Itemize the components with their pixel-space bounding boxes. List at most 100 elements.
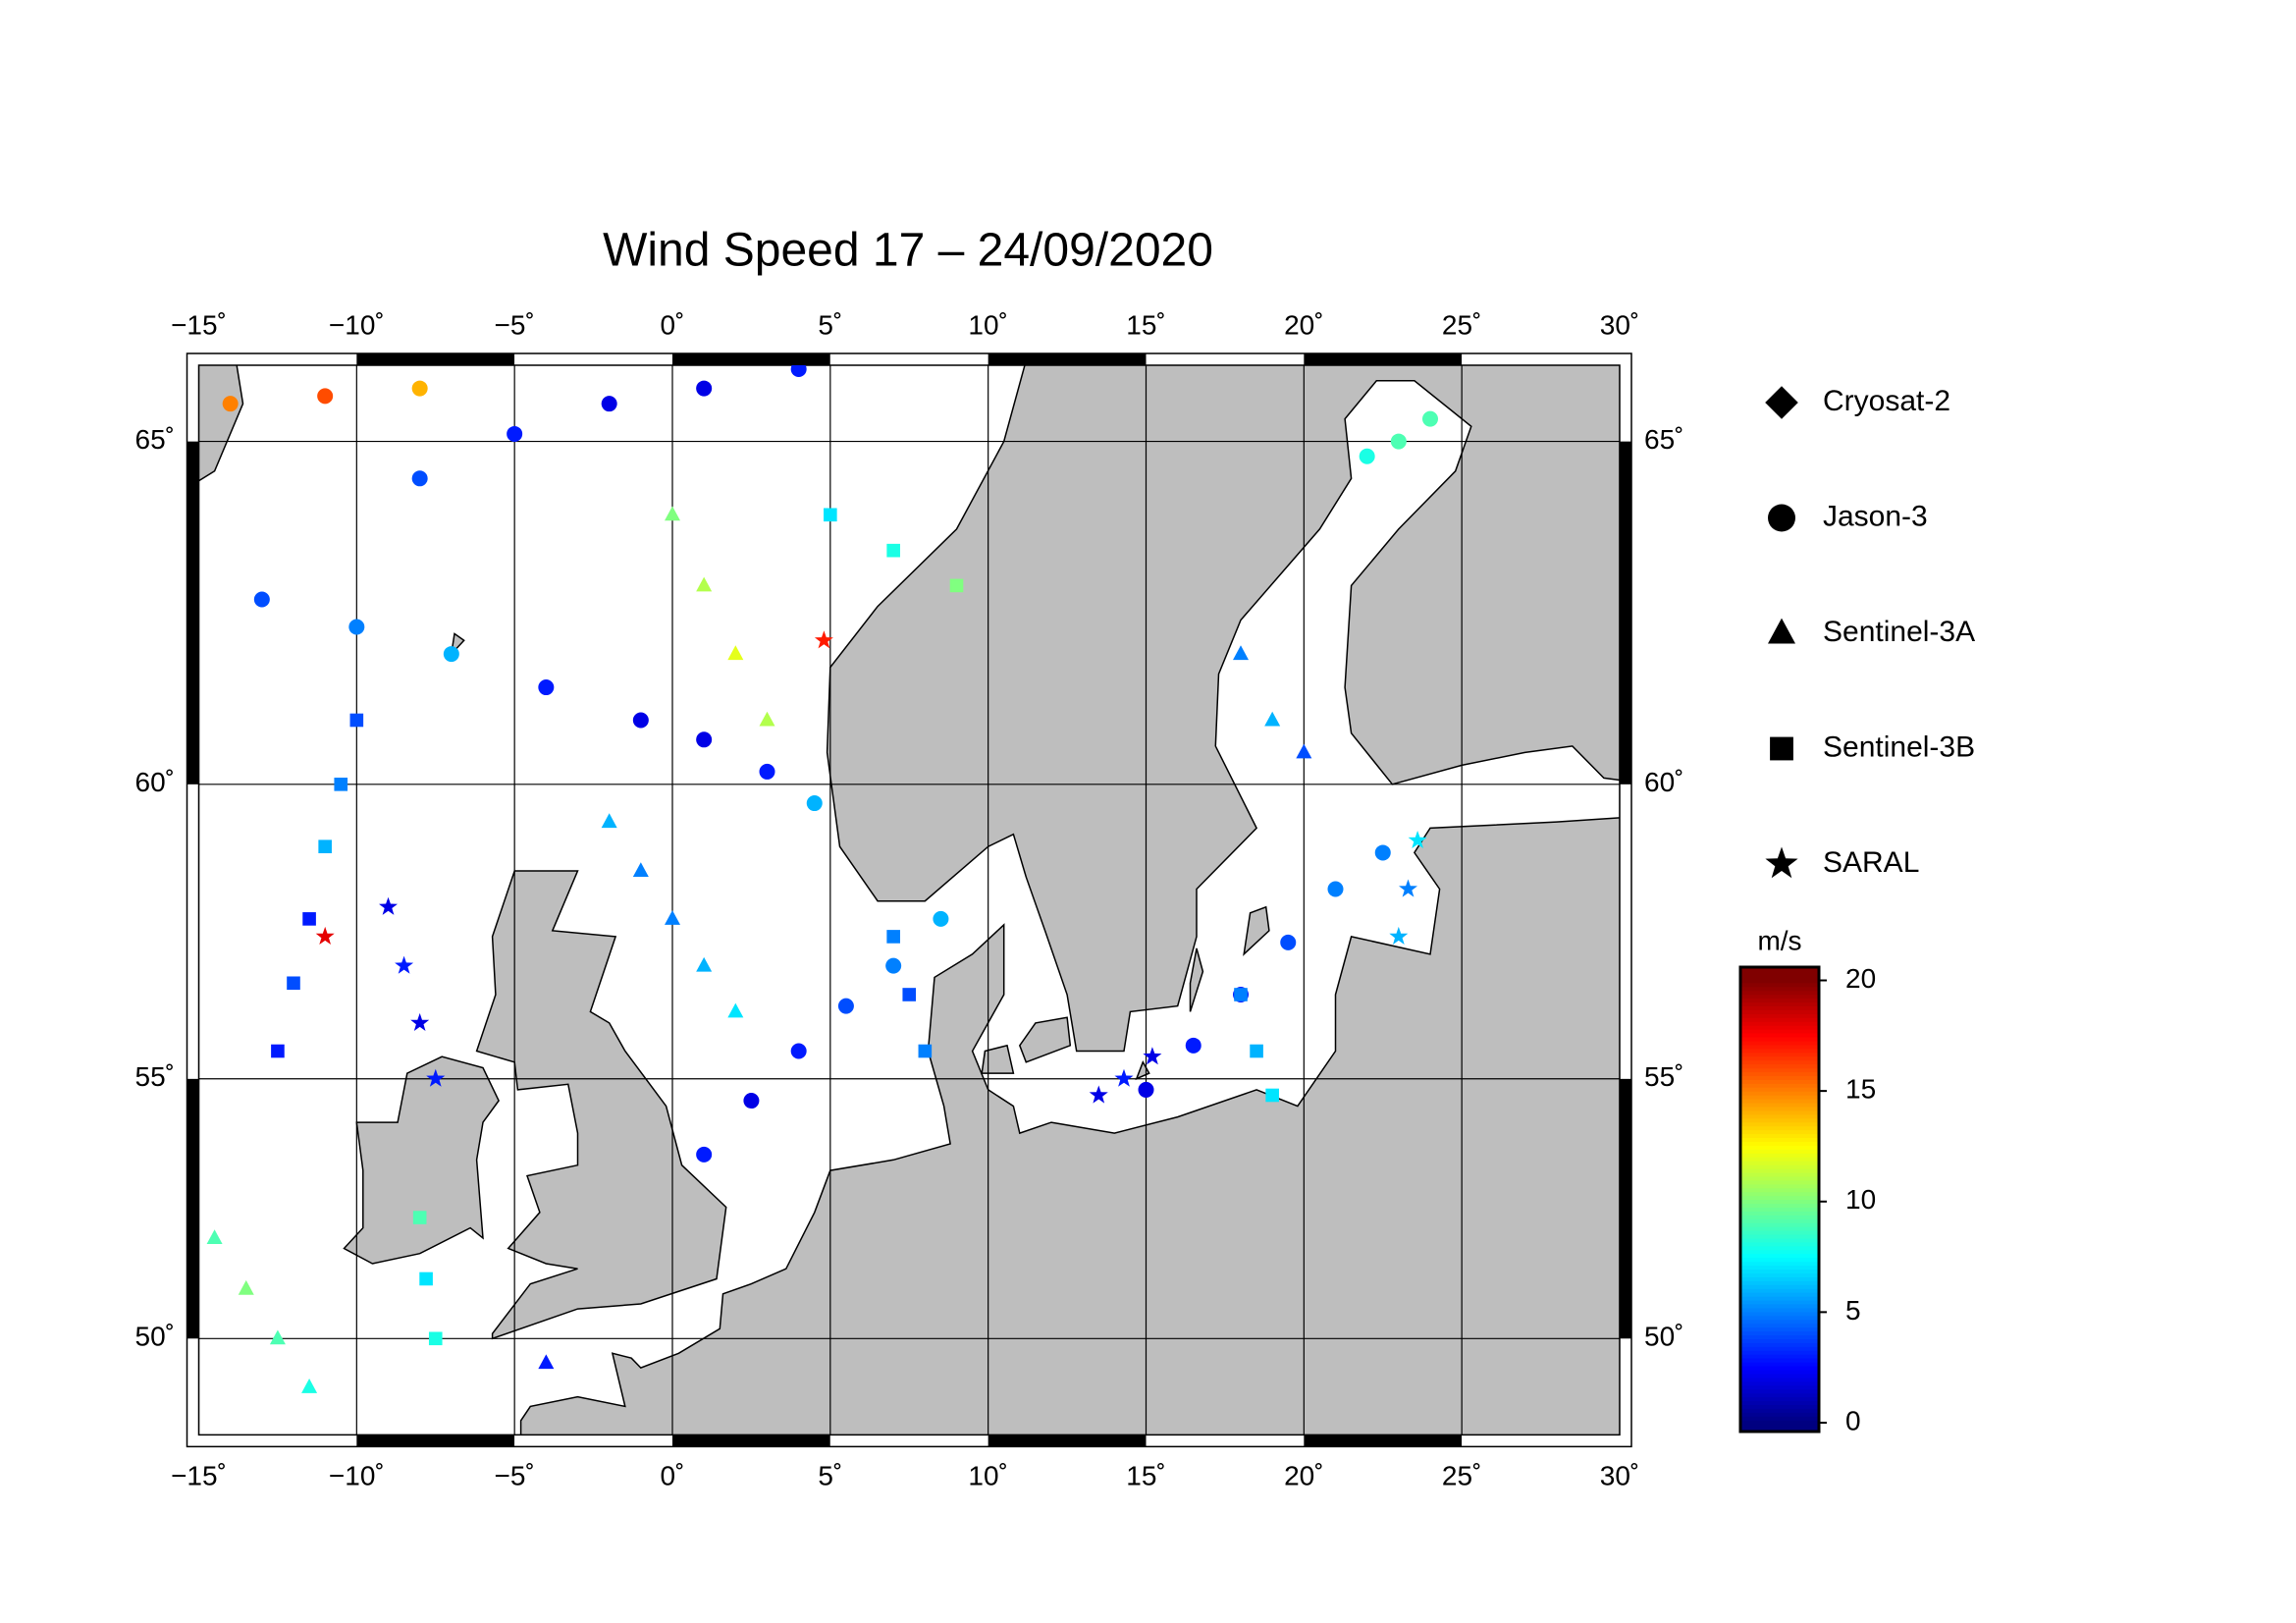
wind-point [206,1229,223,1245]
wind-point [1390,433,1407,450]
wind-point [410,1012,430,1031]
colorbar-step [1740,970,1819,976]
colorbar-step [1740,1323,1819,1328]
colorbar-step [1740,1161,1819,1165]
wind-point [824,508,837,522]
wind-point [1233,645,1249,661]
colorbar-step [1740,1067,1819,1073]
colorbar-step [1740,1063,1819,1069]
frame-bar [198,353,357,365]
colorbar-step [1740,1113,1819,1119]
wind-point [759,711,775,727]
wind-point [348,619,365,635]
colorbar-step [1740,1296,1819,1301]
x-tick-label: 15˚ [1126,309,1165,340]
x-tick-label: 20˚ [1284,309,1323,340]
colorbar-step [1740,1091,1819,1096]
frame-bar [198,1434,357,1447]
colorbar-step [1740,1157,1819,1162]
legend-label: SARAL [1823,846,1919,879]
colorbar-step [1740,1365,1819,1371]
colorbar-step [1740,1215,1819,1219]
frame-bar [1146,1434,1305,1447]
colorbar-step [1740,1171,1819,1177]
colorbar-step [1740,1129,1819,1135]
colorbar-step [1740,1079,1819,1084]
frame-outer [186,352,1632,1448]
y-tick-label: 60˚ [135,767,175,797]
colorbar-step [1740,1095,1819,1100]
x-tick-label: 10˚ [968,1460,1007,1490]
colorbar-step [1740,1416,1819,1421]
colorbar-step [1740,1307,1819,1313]
frame-bar [1620,1338,1631,1435]
x-tick-label: 15˚ [1126,1460,1165,1490]
colorbar-step [1740,1048,1819,1054]
frame-bar [1462,353,1620,365]
wind-point [665,910,680,925]
colorbar-step [1740,1330,1819,1336]
wind-point [885,957,902,974]
frame-bar [1620,365,1631,442]
x-tick-label: 5˚ [818,1460,842,1490]
colorbar-step [1740,1141,1819,1146]
colorbar-step [1740,1428,1819,1433]
colorbar-step [1740,1075,1819,1080]
wind-point [632,712,649,729]
colorbar-step [1740,1272,1819,1277]
wind-point [411,380,428,397]
colorbar-step [1740,1292,1819,1297]
colorbar-step [1740,1269,1819,1273]
colorbar-step [1740,1036,1819,1042]
wind-point [507,425,523,442]
tracks [206,365,1438,1393]
colorbar-step [1740,1373,1819,1379]
frame-bar [1462,1434,1620,1447]
colorbar-step [1740,1303,1819,1309]
land-area [1018,1016,1072,1063]
colorbar-step [1740,1017,1819,1022]
wind-point [1143,1047,1162,1065]
colorbar-step [1740,1350,1819,1355]
frame-inner [197,364,1621,1436]
frame-bar [829,353,988,365]
wind-point [949,578,964,593]
wind-point [395,955,414,974]
wind-point [1280,934,1297,950]
wind-point [1374,844,1391,861]
frame-bar [672,1434,830,1447]
y-tick-label: 50˚ [135,1322,175,1352]
wind-point [727,645,744,661]
colorbar-tick-label: 10 [1845,1184,1876,1215]
legend-marker [1770,736,1793,761]
colorbar-step [1740,994,1819,1000]
wind-point [1138,1081,1154,1098]
frame-bar [356,1434,515,1447]
colorbar-step [1740,1362,1819,1367]
frame-bar [187,441,199,784]
colorbar-step [1740,1059,1819,1065]
map-title: Wind Speed 17 – 24/09/2020 [603,225,1213,277]
frame-bar [187,365,199,442]
colorbar-step [1740,1040,1819,1046]
wind-point [302,912,316,926]
colorbar-step [1740,1183,1819,1189]
x-tick-label: 25˚ [1442,1460,1481,1490]
wind-point [1422,410,1438,427]
y-tick-label: 55˚ [1644,1061,1683,1092]
legend-marker [1765,386,1798,419]
wind-point [1399,879,1417,897]
wind-point [428,1331,443,1346]
wind-point [1359,448,1375,464]
colorbar-step [1740,1106,1819,1111]
wind-point [238,1279,254,1295]
frame-bar [514,353,672,365]
colorbar-step [1740,1179,1819,1185]
colorbar-step [1740,1384,1819,1390]
colorbar-step [1740,1299,1819,1305]
land-area [198,365,244,482]
colorbar-step [1740,1052,1819,1057]
colorbar-tick-label: 15 [1845,1074,1876,1105]
wind-point [301,1379,318,1393]
frame-bar [514,1434,672,1447]
